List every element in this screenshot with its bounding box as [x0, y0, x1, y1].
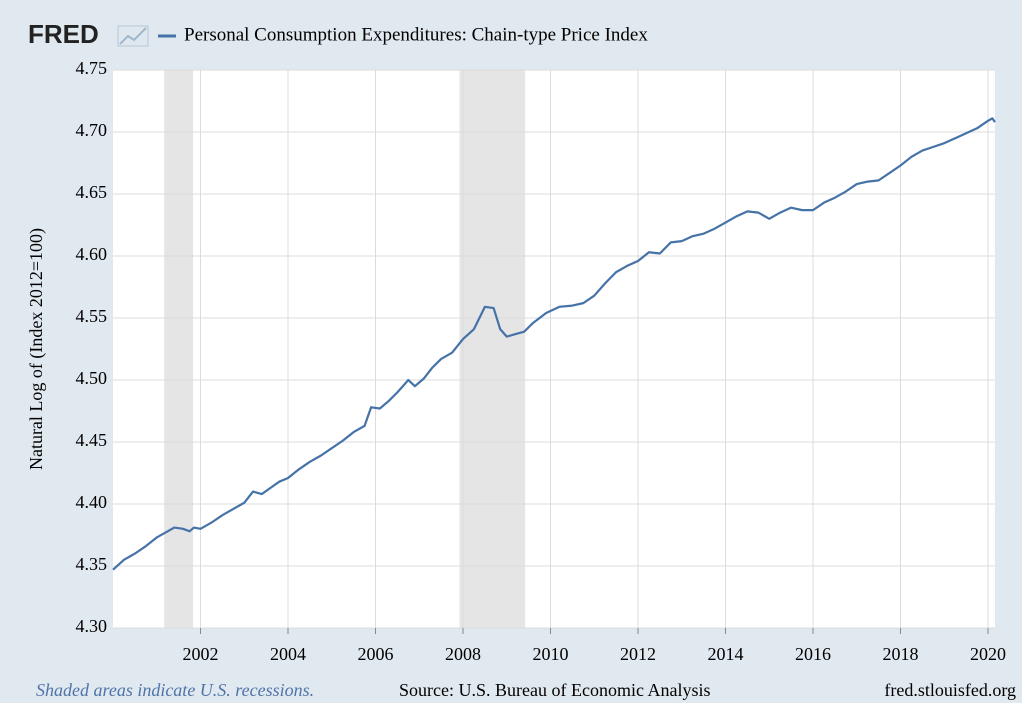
- legend-label: Personal Consumption Expenditures: Chain…: [184, 24, 648, 45]
- series-line: [112, 117, 996, 571]
- plot-area: [113, 70, 995, 628]
- x-tick-label: 2004: [270, 644, 306, 664]
- recession-band: [459, 70, 526, 628]
- x-tick-label: 2010: [533, 644, 569, 664]
- y-tick-label: 4.40: [76, 492, 108, 512]
- x-tick-label: 2020: [970, 644, 1006, 664]
- x-tick-label: 2018: [883, 644, 919, 664]
- y-tick-label: 4.45: [76, 430, 108, 450]
- recession-note: Shaded areas indicate U.S. recessions.: [36, 680, 314, 700]
- y-axis-label: Natural Log of (Index 2012=100): [26, 228, 47, 470]
- y-tick-label: 4.35: [76, 554, 108, 574]
- y-tick-label: 4.50: [76, 368, 108, 388]
- y-tick-label: 4.60: [76, 244, 108, 264]
- y-tick-label: 4.55: [76, 306, 108, 326]
- logo-icon: [117, 25, 149, 47]
- x-tick-label: 2002: [183, 644, 219, 664]
- source: Source: U.S. Bureau of Economic Analysis: [399, 680, 710, 700]
- x-tick-label: 2014: [708, 644, 744, 664]
- y-tick-label: 4.30: [76, 616, 108, 636]
- y-tick-label: 4.75: [76, 58, 108, 78]
- y-tick-label: 4.70: [76, 120, 108, 140]
- x-tick-label: 2012: [620, 644, 656, 664]
- site: fred.stlouisfed.org: [884, 680, 1016, 700]
- x-tick-label: 2006: [358, 644, 394, 664]
- y-tick-label: 4.65: [76, 182, 108, 202]
- logo: FRED: [28, 19, 99, 49]
- x-tick-label: 2008: [445, 644, 481, 664]
- x-tick-label: 2016: [795, 644, 831, 664]
- recession-band: [164, 70, 194, 628]
